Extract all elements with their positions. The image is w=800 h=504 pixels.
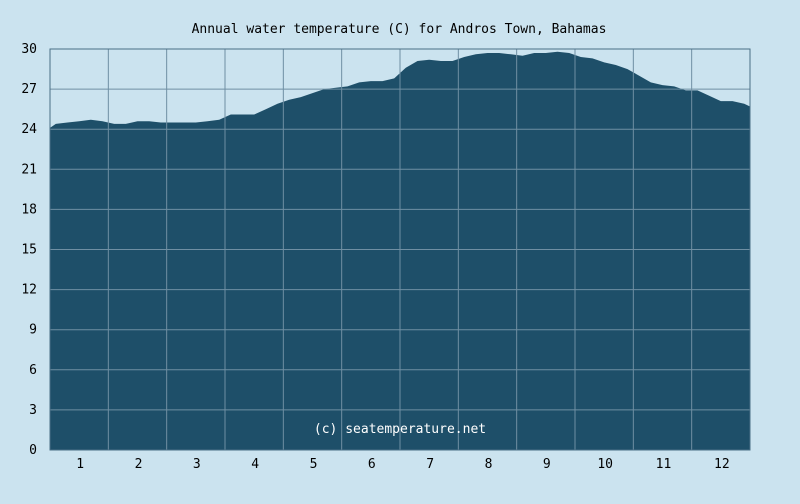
x-tick-label: 7	[426, 457, 434, 472]
y-tick-label: 27	[21, 82, 37, 97]
x-tick-label: 4	[251, 457, 259, 472]
y-axis: 0 3 6 9 12 15 18 21 24 27 30	[21, 42, 37, 458]
y-tick-label: 0	[29, 443, 37, 458]
y-tick-label: 21	[21, 162, 37, 177]
x-tick-label: 11	[656, 457, 672, 472]
y-tick-label: 18	[21, 202, 37, 217]
x-tick-label: 9	[543, 457, 551, 472]
x-tick-label: 1	[76, 457, 84, 472]
chart-title: Annual water temperature (C) for Andros …	[192, 22, 607, 37]
y-tick-label: 30	[21, 42, 37, 57]
x-tick-label: 6	[368, 457, 376, 472]
grid-layer	[50, 49, 750, 450]
y-tick-label: 3	[29, 403, 37, 418]
plot-frame	[49, 48, 751, 451]
x-tick-label: 5	[310, 457, 318, 472]
y-tick-label: 9	[29, 323, 37, 338]
y-tick-label: 24	[21, 122, 37, 137]
y-tick-label: 12	[21, 283, 37, 298]
x-tick-label: 8	[485, 457, 493, 472]
x-tick-label: 2	[135, 457, 143, 472]
x-tick-label: 10	[597, 457, 613, 472]
y-tick-label: 15	[21, 243, 37, 258]
x-tick-label: 3	[193, 457, 201, 472]
watermark: (c) seatemperature.net	[314, 422, 486, 437]
x-axis: 1 2 3 4 5 6 7 8 9 10 11 12	[76, 457, 729, 472]
x-tick-label: 12	[714, 457, 730, 472]
y-tick-label: 6	[29, 363, 37, 378]
